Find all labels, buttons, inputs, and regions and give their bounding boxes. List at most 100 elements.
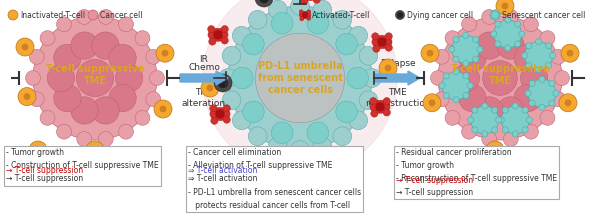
Circle shape xyxy=(119,17,133,32)
Circle shape xyxy=(92,147,98,153)
Circle shape xyxy=(449,46,455,52)
Circle shape xyxy=(453,36,459,42)
Circle shape xyxy=(525,90,531,96)
Circle shape xyxy=(71,97,98,124)
Circle shape xyxy=(376,103,384,111)
Circle shape xyxy=(491,31,497,37)
Circle shape xyxy=(286,158,294,166)
Circle shape xyxy=(92,97,119,124)
Circle shape xyxy=(514,84,541,112)
Circle shape xyxy=(524,42,553,70)
Circle shape xyxy=(453,56,459,62)
Circle shape xyxy=(349,111,368,130)
Text: T-cell suppressive
TME: T-cell suppressive TME xyxy=(451,64,550,86)
Circle shape xyxy=(539,76,545,82)
Text: Senescent cancer cell: Senescent cancer cell xyxy=(502,11,586,20)
Circle shape xyxy=(559,94,577,112)
Text: - Residual cancer proliferation
- Tumor growth
- Reconstruction of T-cell suppre: - Residual cancer proliferation - Tumor … xyxy=(396,148,557,197)
Circle shape xyxy=(98,132,113,147)
Circle shape xyxy=(494,9,496,11)
Circle shape xyxy=(336,33,358,55)
Circle shape xyxy=(22,44,28,50)
Circle shape xyxy=(373,45,380,52)
Circle shape xyxy=(385,44,392,51)
Circle shape xyxy=(54,84,81,112)
Circle shape xyxy=(499,14,500,16)
Circle shape xyxy=(476,97,503,124)
FancyArrow shape xyxy=(375,71,420,85)
Circle shape xyxy=(459,84,486,112)
Circle shape xyxy=(370,97,377,105)
Circle shape xyxy=(209,105,217,112)
Circle shape xyxy=(524,124,538,139)
Circle shape xyxy=(385,65,391,71)
Circle shape xyxy=(526,43,532,49)
Circle shape xyxy=(439,83,445,89)
Circle shape xyxy=(549,100,555,106)
Circle shape xyxy=(491,17,493,19)
Circle shape xyxy=(290,141,310,159)
Circle shape xyxy=(307,12,329,34)
Circle shape xyxy=(47,64,74,92)
Circle shape xyxy=(135,110,150,125)
Circle shape xyxy=(461,124,476,139)
Circle shape xyxy=(371,33,379,40)
Circle shape xyxy=(293,153,301,160)
Circle shape xyxy=(29,92,44,107)
Circle shape xyxy=(494,18,496,20)
Circle shape xyxy=(8,10,18,20)
Circle shape xyxy=(490,14,491,16)
Circle shape xyxy=(539,104,545,110)
Circle shape xyxy=(221,37,229,44)
Circle shape xyxy=(301,0,308,4)
Circle shape xyxy=(214,74,232,92)
Circle shape xyxy=(473,36,479,42)
Circle shape xyxy=(77,9,92,24)
Circle shape xyxy=(333,10,352,29)
Text: Inactivated-T-cell: Inactivated-T-cell xyxy=(20,11,85,20)
Circle shape xyxy=(463,73,469,79)
Circle shape xyxy=(497,11,499,13)
Text: Cancer cell: Cancer cell xyxy=(100,11,143,20)
Circle shape xyxy=(515,21,521,27)
Circle shape xyxy=(529,80,535,86)
Text: → T-cell suppression: → T-cell suppression xyxy=(6,167,83,176)
Circle shape xyxy=(223,116,230,123)
Text: TME
reconstruction: TME reconstruction xyxy=(365,88,430,108)
Circle shape xyxy=(434,92,449,107)
Circle shape xyxy=(24,94,30,99)
Circle shape xyxy=(452,35,480,63)
Circle shape xyxy=(349,26,368,45)
Circle shape xyxy=(336,101,358,123)
Circle shape xyxy=(327,149,345,167)
Circle shape xyxy=(512,131,518,137)
Circle shape xyxy=(514,44,541,72)
Circle shape xyxy=(232,26,251,45)
Circle shape xyxy=(347,67,368,89)
Circle shape xyxy=(467,117,474,123)
Circle shape xyxy=(443,73,449,79)
Circle shape xyxy=(291,161,309,179)
Circle shape xyxy=(135,31,150,46)
Text: TME
alteration: TME alteration xyxy=(182,88,226,108)
Circle shape xyxy=(271,122,293,144)
Circle shape xyxy=(497,17,499,19)
Circle shape xyxy=(522,127,528,133)
Circle shape xyxy=(290,0,310,15)
Circle shape xyxy=(471,106,499,134)
Circle shape xyxy=(493,147,498,153)
Circle shape xyxy=(16,38,34,56)
Circle shape xyxy=(54,44,81,72)
Circle shape xyxy=(495,21,501,27)
Ellipse shape xyxy=(370,100,390,113)
Circle shape xyxy=(371,110,378,117)
Circle shape xyxy=(333,127,352,146)
Circle shape xyxy=(313,0,332,19)
Circle shape xyxy=(536,38,542,45)
Circle shape xyxy=(463,32,469,38)
Circle shape xyxy=(156,44,174,62)
Circle shape xyxy=(268,137,287,156)
Circle shape xyxy=(520,64,548,92)
Text: - Tumor growth
- Construction of T-cell suppressive TME
→ T-cell suppression: - Tumor growth - Construction of T-cell … xyxy=(6,148,158,183)
Text: Relapse: Relapse xyxy=(380,59,415,68)
